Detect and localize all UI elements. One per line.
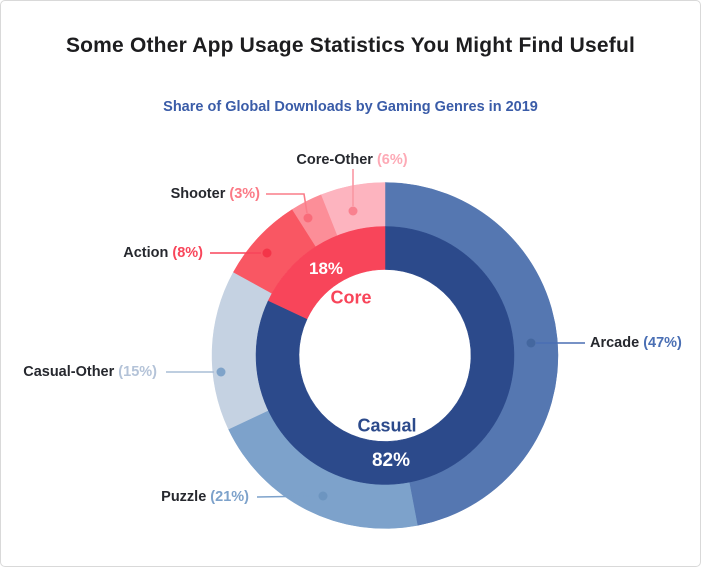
callout-genre-percent: (21%) xyxy=(206,489,249,505)
callout-dot-arcade xyxy=(526,338,536,348)
callout-genre-name: Puzzle xyxy=(161,489,207,505)
callout-label-core-other: Core-Other (6%) xyxy=(296,152,407,168)
callout-genre-name: Arcade xyxy=(590,335,640,351)
callout-genre-name: Casual-Other xyxy=(23,364,115,380)
inner-ring-label-casual: Casual xyxy=(357,415,417,436)
callout-genre-percent: (15%) xyxy=(114,364,157,380)
callout-dot-casual-other xyxy=(216,367,226,377)
callout-label-shooter: Shooter (3%) xyxy=(171,186,260,202)
callout-genre-percent: (8%) xyxy=(168,245,203,261)
callout-genre-name: Core-Other xyxy=(296,152,373,168)
inner-ring-label-core: Core xyxy=(330,287,372,308)
callout-genre-percent: (6%) xyxy=(372,152,408,168)
callout-genre-percent: (3%) xyxy=(225,186,260,202)
callout-dot-shooter xyxy=(303,213,313,223)
page-title: Some Other App Usage Statistics You Migh… xyxy=(65,34,636,57)
callout-line-shooter xyxy=(266,193,308,214)
callout-dot-puzzle xyxy=(318,491,328,501)
segment-core xyxy=(267,226,386,320)
inner-ring-value-core: 18% xyxy=(308,259,344,278)
inner-ring-value-casual: 82% xyxy=(371,450,411,471)
callout-label-action: Action (8%) xyxy=(123,245,203,261)
callout-label-arcade: Arcade (47%) xyxy=(590,335,682,351)
callout-label-puzzle: Puzzle (21%) xyxy=(161,489,249,505)
chart-title: Share of Global Downloads by Gaming Genr… xyxy=(163,99,538,115)
segment-casual xyxy=(255,226,515,485)
callout-dot-action xyxy=(262,248,272,258)
callout-genre-name: Action xyxy=(123,245,169,261)
callout-line-puzzle xyxy=(256,495,318,498)
callout-genre-name: Shooter xyxy=(170,186,226,202)
callout-dot-core-other xyxy=(348,206,358,216)
callout-genre-percent: (47%) xyxy=(639,335,682,351)
callout-label-casual-other: Casual-Other (15%) xyxy=(23,364,157,380)
